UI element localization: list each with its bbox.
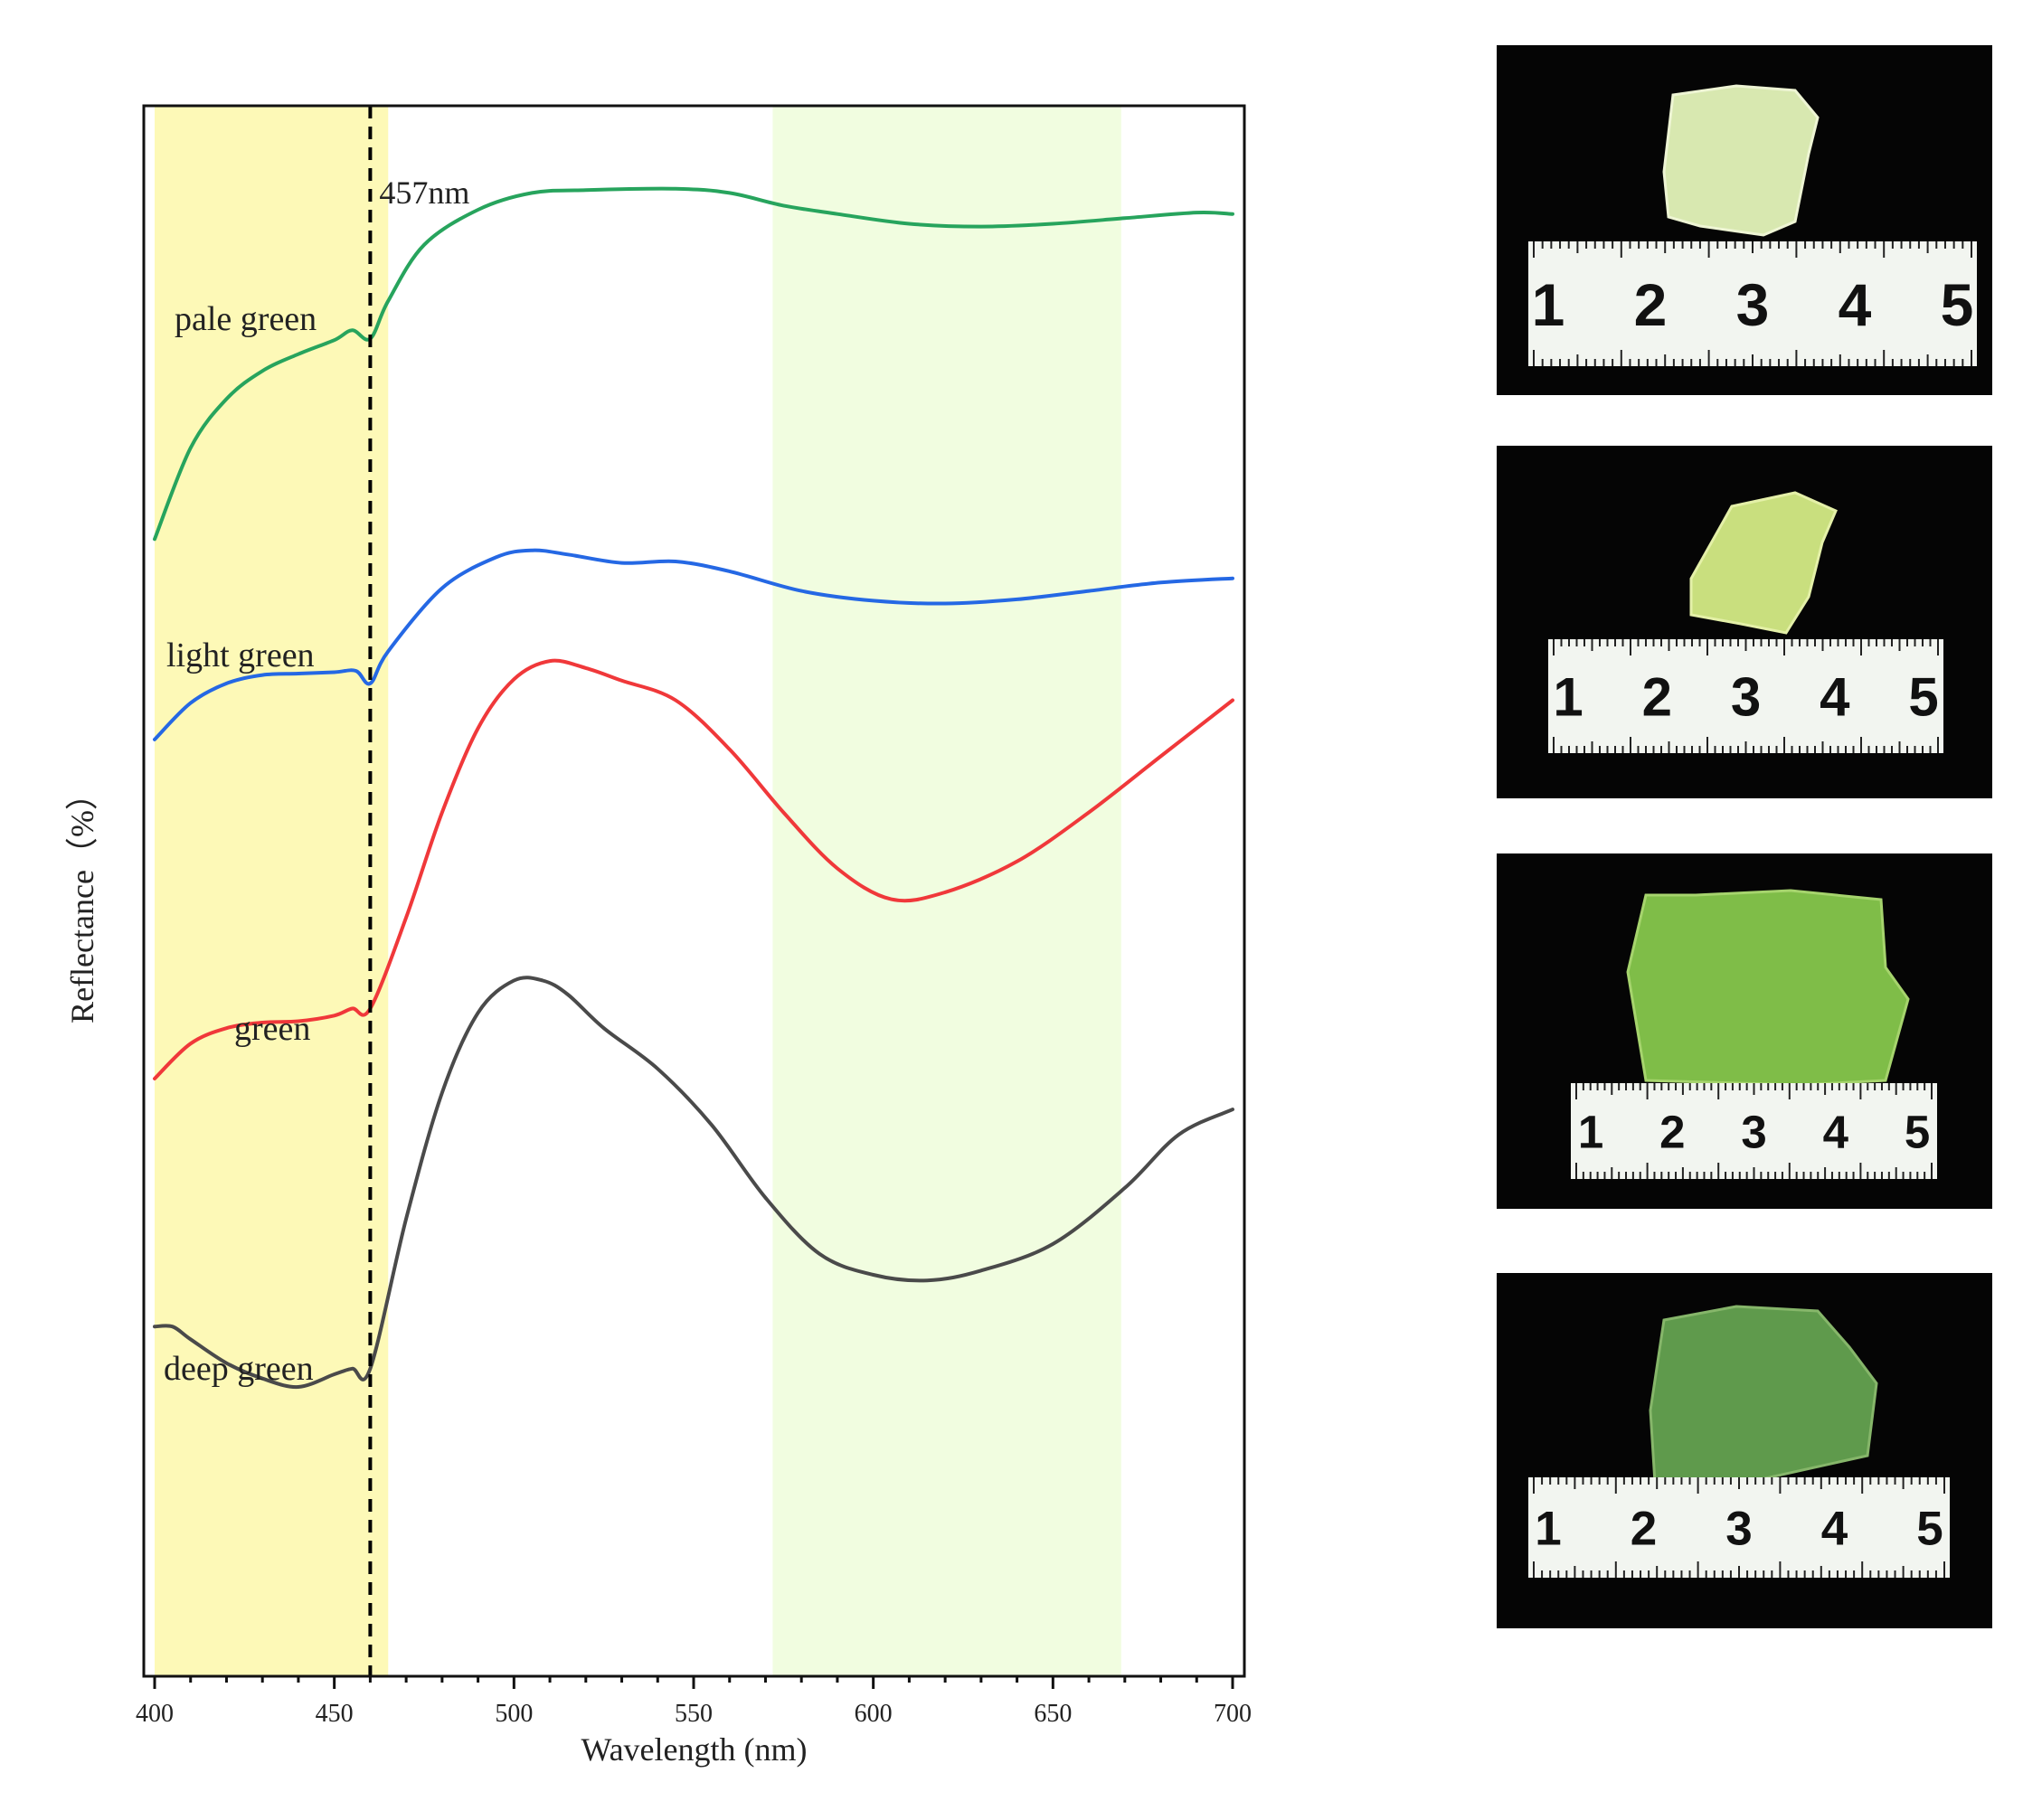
ruler-number: 1: [1578, 1106, 1603, 1157]
x-tick-label: 500: [495, 1700, 533, 1728]
ruler-number: 5: [1941, 271, 1974, 338]
ruler-number: 2: [1659, 1106, 1685, 1157]
reference-line-group: 457nm: [368, 106, 469, 1676]
ruler: 1 2 3 4 5: [1528, 241, 1977, 366]
ruler-body: [1528, 1477, 1950, 1578]
series-line-pale-green: [153, 186, 1234, 542]
ruler-number: 1: [1532, 271, 1565, 338]
series-label-light-green: light green: [166, 637, 315, 674]
series-line-deep-green: [153, 976, 1234, 1390]
ruler: 1 2 3 4 5: [1571, 1083, 1937, 1179]
ruler-number: 4: [1839, 271, 1872, 338]
x-tick-label: 700: [1214, 1700, 1252, 1728]
ruler-number: 3: [1731, 667, 1761, 728]
series-line-green: [153, 658, 1234, 1080]
series-label-pale-green: pale green: [175, 300, 317, 338]
sample-photo-4: 1 2 3 4 5: [1497, 1273, 1992, 1628]
x-tick-label: 650: [1034, 1700, 1072, 1728]
x-axis-label: Wavelength (nm): [581, 1731, 807, 1768]
ruler-number: 4: [1820, 667, 1850, 728]
ruler-number: 5: [1908, 667, 1938, 728]
highlight-band-1: [155, 106, 389, 1676]
ruler-number: 5: [1905, 1106, 1930, 1157]
ruler-number: 4: [1823, 1106, 1849, 1157]
ruler-number: 2: [1642, 667, 1672, 728]
x-tick-label: 400: [136, 1700, 174, 1728]
ruler-number: 4: [1821, 1503, 1848, 1556]
ruler-body: [1528, 241, 1977, 366]
reference-line-label: 457nm: [379, 174, 469, 211]
ruler: 1 2 3 4 5: [1528, 1477, 1950, 1578]
ruler-number: 2: [1631, 1503, 1657, 1556]
sample-photo-1: 1 2 3 4 5: [1497, 45, 1992, 395]
y-axis-label: Reflectance（%）: [64, 778, 100, 1023]
ruler-number: 5: [1916, 1503, 1943, 1556]
ruler-number: 1: [1553, 667, 1583, 728]
ruler-number: 3: [1741, 1106, 1766, 1157]
series-lines: [153, 186, 1234, 1390]
ruler-number: 1: [1535, 1503, 1561, 1556]
series-label-deep-green: deep green: [164, 1350, 314, 1388]
ruler-number: 3: [1736, 271, 1770, 338]
series-label-green: green: [234, 1010, 310, 1048]
gemstone-image: [1689, 491, 1838, 635]
x-tick-label: 600: [855, 1700, 893, 1728]
highlight-bands: [155, 106, 1121, 1676]
x-tick-label: 550: [675, 1700, 713, 1728]
ruler-number: 3: [1725, 1503, 1752, 1556]
ruler-body: [1571, 1083, 1937, 1179]
gemstone-image: [1662, 84, 1820, 237]
ruler-number: 2: [1634, 271, 1668, 338]
sample-photo-3: 1 2 3 4 5: [1497, 853, 1992, 1209]
gemstone-image: [1649, 1305, 1878, 1485]
series-labels: pale green light green green deep green: [164, 300, 317, 1388]
x-axis-ticks: 400 450 500 550 600 650 700: [136, 1676, 1252, 1728]
x-tick-label: 450: [316, 1700, 354, 1728]
ruler-body: [1548, 639, 1943, 753]
gemstone-image: [1626, 889, 1910, 1087]
sample-photos: 1 2 3 4 51 2 3 4 51 2 3 4 51 2 3 4 5: [1497, 45, 1992, 1628]
series-line-light-green: [153, 548, 1234, 741]
